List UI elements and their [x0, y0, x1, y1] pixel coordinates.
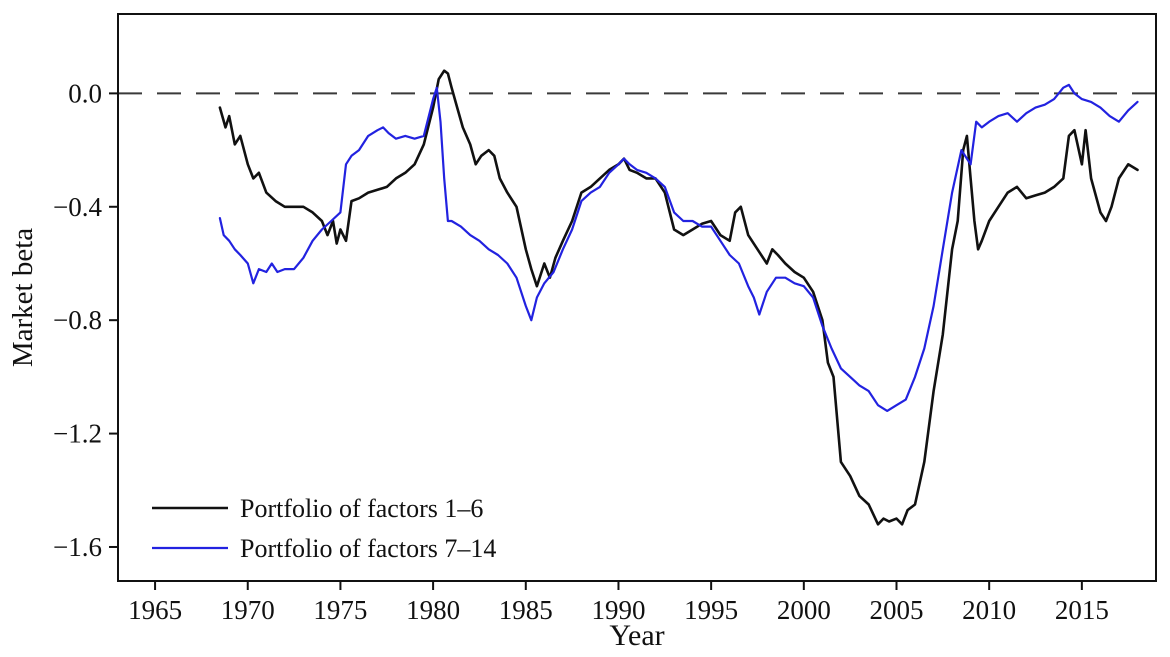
- x-tick-label: 2005: [870, 595, 924, 625]
- x-tick-label: 2010: [962, 595, 1016, 625]
- legend-label-1: Portfolio of factors 1–6: [240, 494, 483, 523]
- y-tick-label: −1.6: [53, 532, 102, 562]
- x-tick-label: 2015: [1055, 595, 1109, 625]
- x-tick-label: 1965: [128, 595, 182, 625]
- x-tick-label: 1970: [221, 595, 275, 625]
- legend-label-2: Portfolio of factors 7–14: [240, 534, 496, 563]
- x-tick-label: 1995: [684, 595, 738, 625]
- series-line-2: [218, 83, 1139, 412]
- x-axis-label: Year: [609, 619, 664, 652]
- x-tick-label: 1990: [591, 595, 645, 625]
- y-axis-label: Market beta: [7, 228, 39, 367]
- y-tick-label: −1.2: [53, 419, 102, 449]
- y-tick-label: 0.0: [68, 78, 102, 108]
- y-tick-label: −0.8: [53, 305, 102, 335]
- x-tick-label: 2000: [777, 595, 831, 625]
- x-tick-label: 1980: [406, 595, 460, 625]
- x-tick-label: 1975: [313, 595, 367, 625]
- plot-frame: [117, 13, 1157, 582]
- series-line-1: [218, 69, 1139, 526]
- x-tick-label: 1985: [499, 595, 553, 625]
- y-tick-label: −0.4: [53, 192, 102, 222]
